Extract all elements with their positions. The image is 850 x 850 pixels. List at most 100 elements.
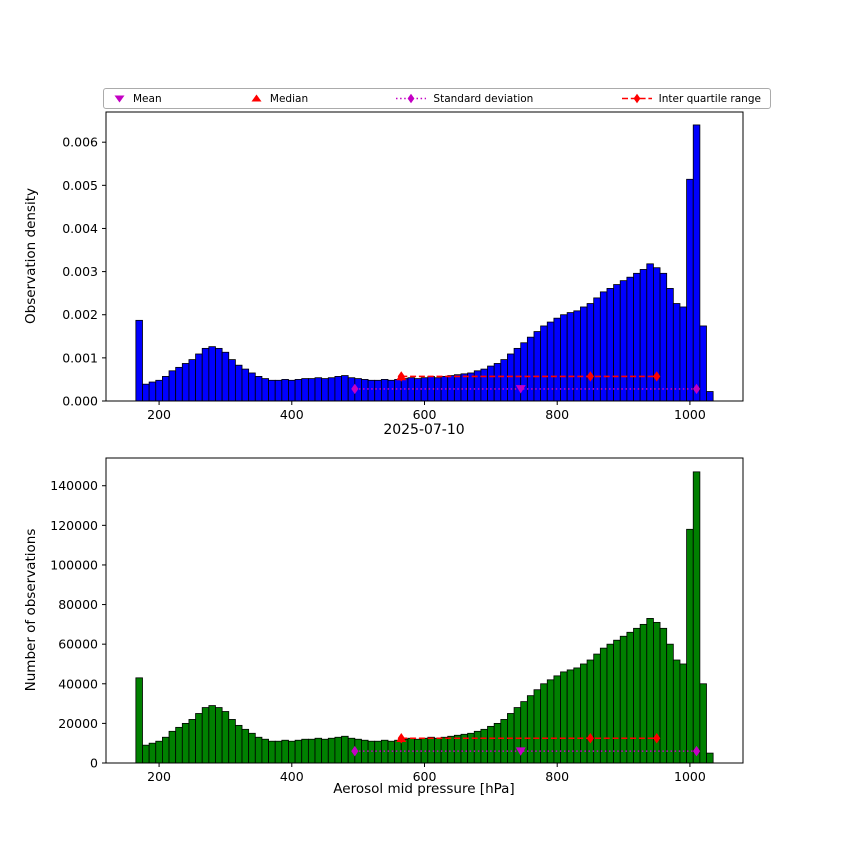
histogram-bar (613, 284, 621, 402)
histogram-bar (387, 740, 396, 764)
x-tick-label: 400 (280, 407, 304, 422)
histogram-bar (619, 280, 628, 402)
histogram-bar (254, 376, 263, 402)
std-deviation-marker (351, 383, 359, 395)
iqr-marker-icon (621, 93, 652, 104)
median-marker-icon (251, 94, 262, 102)
histogram-bar (268, 740, 276, 764)
histogram-bar (241, 368, 250, 402)
y-tick-labels: 0 20000 40000 60000 80000 100000 120000 140000 (50, 478, 106, 771)
histogram-bar (420, 737, 429, 764)
histogram-bar (526, 336, 535, 402)
histogram-bar (155, 379, 163, 402)
histogram-bar (208, 346, 216, 402)
histogram-bar (380, 379, 389, 402)
histogram-bar (400, 378, 409, 402)
x-tick-label: 800 (545, 407, 569, 422)
y-tick-label: 140000 (50, 478, 98, 493)
histogram-bar (334, 736, 342, 764)
x-tick-label: 800 (545, 769, 569, 784)
histogram-bar (573, 667, 581, 764)
histogram-bar (706, 752, 714, 764)
histogram-bar (533, 689, 542, 764)
y-tick-label: 0.004 (62, 221, 98, 236)
legend-label-iqr: Inter quartile range (658, 92, 761, 105)
histogram-bar (666, 288, 674, 402)
std-marker-icon (396, 93, 427, 104)
histogram-bar (307, 378, 316, 402)
histogram-bar (288, 740, 296, 764)
subplot-0: 200 400 600 800 10000.0000.0010.0020.0030.00… (62, 111, 744, 422)
histogram-bar (201, 707, 210, 764)
subplot-1: 200 400 600 800 1000 0 20000 40000 60000 80000 100… (50, 457, 744, 784)
histogram-bar (221, 351, 230, 402)
histogram-bar (586, 659, 595, 764)
histogram-bar (142, 744, 150, 764)
iqr-marker (653, 371, 661, 382)
legend-item-mean: Mean (113, 93, 162, 105)
histogram-bar (274, 379, 283, 402)
histogram-bar (221, 711, 230, 764)
top-y-axis-label: Observation density (23, 188, 39, 324)
histogram-bars (135, 471, 714, 764)
histogram-bar (387, 379, 396, 402)
histogram-bar (473, 730, 482, 764)
histogram-bar (142, 383, 150, 402)
x-tick-labels: 200 400 600 800 1000 (147, 401, 706, 422)
histogram-bar (135, 319, 143, 402)
std-deviation-marker (692, 745, 701, 757)
median-marker (396, 733, 407, 743)
y-tick-label: 0.003 (62, 264, 98, 279)
histogram-bar (672, 659, 681, 764)
histogram-bar (234, 364, 243, 402)
histogram-bar (447, 735, 455, 764)
histogram-bar (288, 379, 296, 402)
histogram-bar (633, 272, 641, 402)
histogram-bar (208, 705, 216, 764)
histogram-bar (281, 379, 289, 402)
histogram-bar (686, 528, 694, 764)
histogram-bar (593, 653, 601, 764)
histogram-bar (327, 737, 336, 764)
histogram-bar (453, 734, 462, 764)
triangle-down-icon (114, 95, 125, 103)
histogram-bar (414, 738, 422, 764)
mean-marker (515, 385, 526, 394)
histogram-bar (493, 722, 502, 764)
histogram-bar (679, 306, 687, 402)
histogram-bar (440, 736, 449, 764)
histogram-bar (566, 669, 575, 764)
histogram-bar (706, 391, 714, 402)
legend: Mean Median Standard deviation Inter qua… (103, 88, 771, 109)
histogram-bar (261, 738, 269, 764)
histogram-bar (175, 726, 183, 764)
x-tick-label: 400 (280, 769, 304, 784)
histogram-bar (241, 728, 250, 764)
histogram-bar (560, 314, 568, 402)
histogram-bar (646, 618, 654, 764)
histogram-bar (261, 378, 269, 402)
histogram-bar (294, 739, 303, 764)
y-tick-label: 0.005 (62, 178, 98, 193)
chart-title: 2025-07-10 (383, 422, 465, 438)
histogram-bar (162, 736, 170, 764)
histogram-bar (215, 347, 223, 402)
histogram-bar (195, 713, 203, 764)
histogram-bar (181, 722, 190, 764)
histogram-bar (162, 376, 170, 402)
histogram-bar (374, 740, 382, 764)
histogram-bar (274, 740, 283, 764)
histogram-bar (679, 663, 687, 764)
histogram-bar (626, 631, 634, 764)
iqr-marker (586, 733, 594, 744)
x-tick-labels: 200 400 600 800 1000 (147, 763, 706, 784)
y-tick-label: 80000 (58, 597, 98, 612)
x-tick-label: 1000 (674, 769, 706, 784)
x-tick-label: 200 (147, 407, 171, 422)
y-tick-label: 40000 (58, 676, 98, 691)
histogram-bar (228, 719, 236, 764)
histogram-bar (686, 178, 694, 402)
histogram-bar (639, 623, 648, 764)
y-tick-label: 0.001 (62, 350, 98, 365)
